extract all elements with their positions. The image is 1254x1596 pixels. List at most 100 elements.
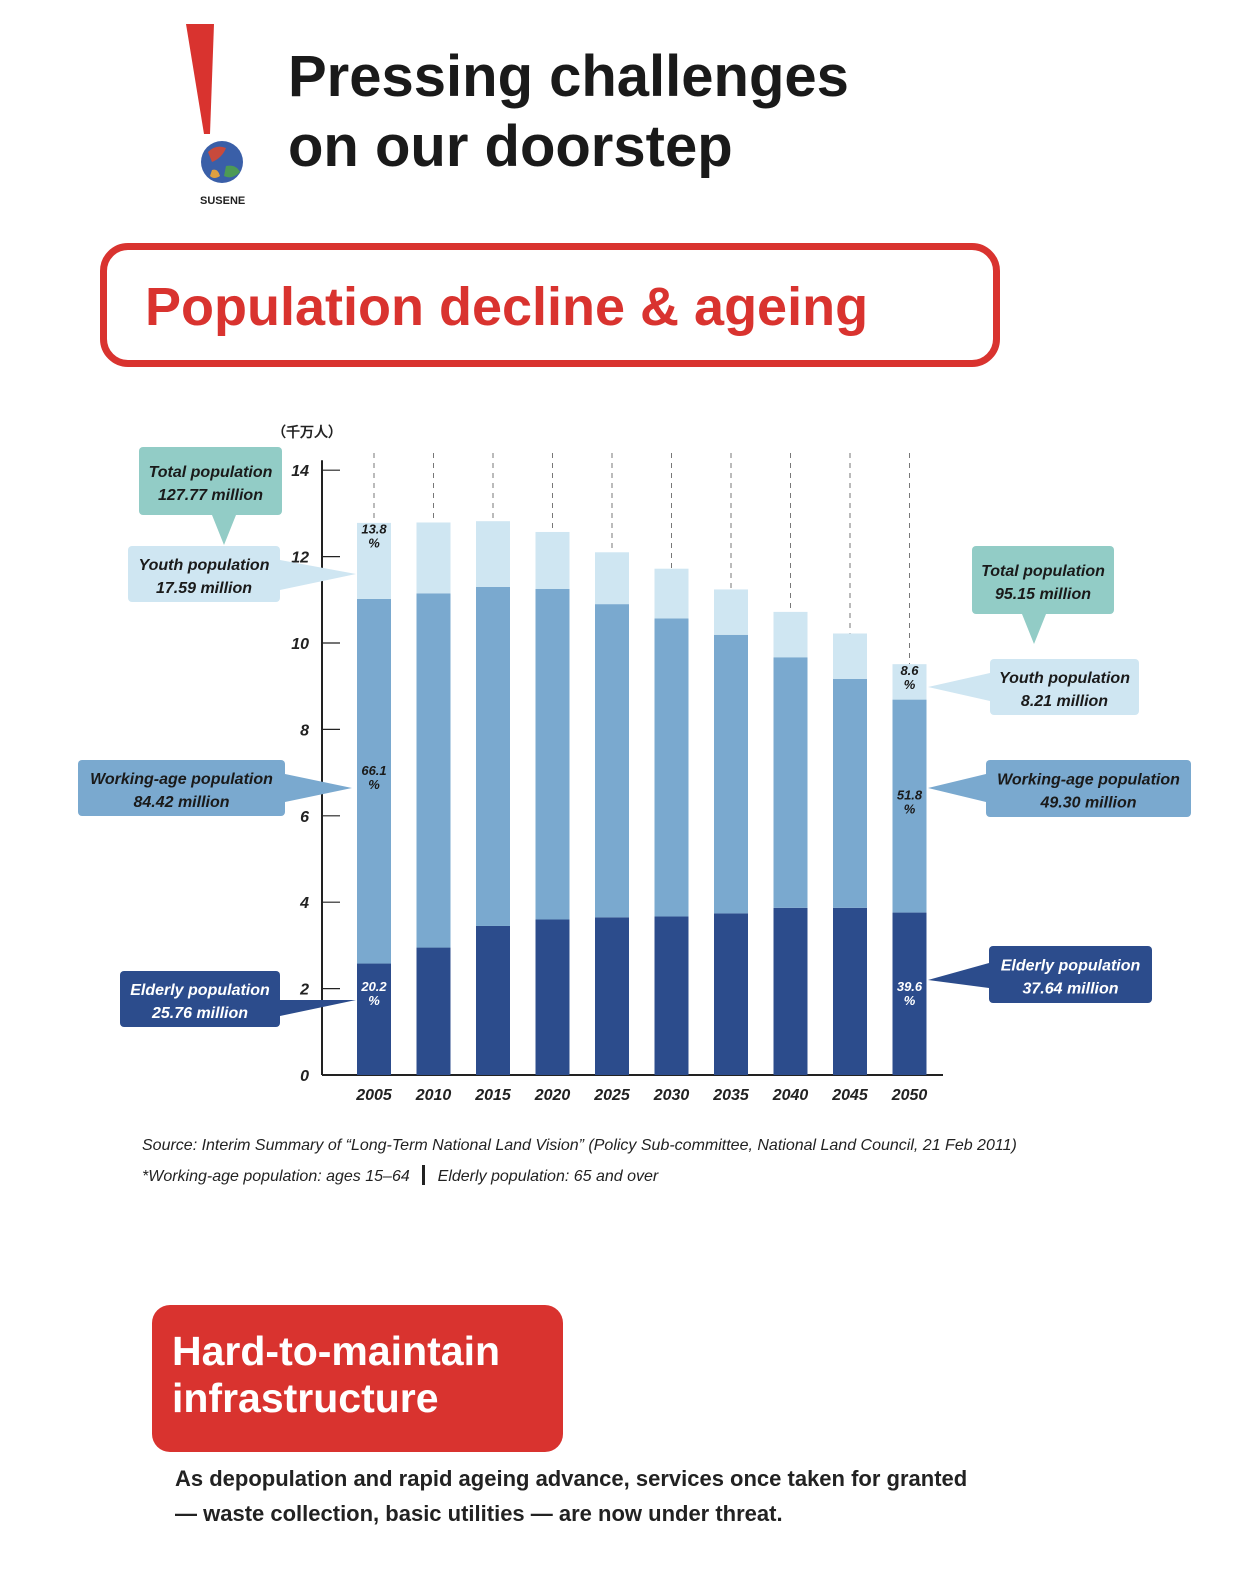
x-tick-label-2025: 2025 <box>593 1087 631 1104</box>
x-tick-label-2040: 2040 <box>772 1087 809 1104</box>
x-tick-label-2030: 2030 <box>653 1087 690 1104</box>
bar-youth-2005 <box>357 522 391 599</box>
bar-percent-elderly-2005: 20.2 <box>360 979 387 994</box>
bar-working-2020 <box>535 589 570 920</box>
logo-text: SUSENE <box>200 195 246 207</box>
x-tick-label-2010: 2010 <box>415 1087 452 1104</box>
bar-youth-2040 <box>773 611 808 658</box>
bar-percent-sign-elderly-2050: % <box>904 993 916 1008</box>
callout-left-youth-line-2: 17.59 million <box>156 580 252 597</box>
infrastructure-title-box <box>152 1305 563 1452</box>
y-tick-label-10: 10 <box>291 636 309 653</box>
bar-working-2025 <box>595 604 629 918</box>
x-tick-label-2015: 2015 <box>474 1087 512 1104</box>
callout-left-total-line-2: 127.77 million <box>158 487 263 504</box>
callout-left-elderly-pointer <box>280 1000 356 1016</box>
callout-left-youth-line-1: Youth population <box>139 557 270 574</box>
callout-right-total-line-1: Total population <box>981 563 1105 580</box>
y-tick-label-12: 12 <box>291 550 309 567</box>
section-title: Population decline & ageing <box>145 277 869 337</box>
bar-youth-2035 <box>714 589 748 635</box>
y-tick-label-8: 8 <box>300 722 309 739</box>
bar-working-2045 <box>833 678 867 908</box>
callout-right-youth-pointer <box>928 673 990 701</box>
callout-right-total-pointer <box>1022 614 1046 644</box>
bar-elderly-2015 <box>476 925 510 1075</box>
y-tick-label-2: 2 <box>299 982 309 999</box>
callout-left-youth-pointer <box>280 560 356 590</box>
x-tick-label-2005: 2005 <box>355 1087 393 1104</box>
page-title: Pressing challenges on our doorstep <box>288 42 849 182</box>
bar-elderly-2035 <box>714 913 748 1075</box>
callout-right-working-pointer <box>928 774 986 802</box>
callout-left-working-line-2: 84.42 million <box>133 794 229 811</box>
bar-youth-2015 <box>476 521 510 587</box>
bar-working-2015 <box>476 586 510 926</box>
population-chart: （千万人） 0 2 4 6 8 10 12 14 2005 2010 2015 2020 2025 2030… <box>78 424 1191 1104</box>
callout-right-youth-line-1: Youth population <box>999 670 1130 687</box>
infrastructure-body-line-2: — waste collection, basic utilities — ar… <box>175 1501 783 1526</box>
bar-percent-sign-youth-2050: % <box>904 677 916 692</box>
bar-elderly-2045 <box>833 907 867 1075</box>
x-tick-label-2020: 2020 <box>534 1087 571 1104</box>
bar-percent-working-2050: 51.8 <box>897 788 923 803</box>
bar-working-2040 <box>773 657 808 908</box>
bar-youth-2050 <box>892 664 927 700</box>
bar-youth-2045 <box>833 633 867 679</box>
definitions-separator <box>422 1165 426 1185</box>
bar-youth-2010 <box>416 522 451 594</box>
bar-working-2035 <box>714 634 748 914</box>
x-tick-label-2045: 2045 <box>831 1087 869 1104</box>
callout-right-elderly-line-1: Elderly population <box>1001 958 1141 975</box>
callout-right-working-line-2: 49.30 million <box>1039 795 1136 812</box>
callout-right-elderly-pointer <box>928 963 989 988</box>
infrastructure-body-line-1: As depopulation and rapid ageing advance… <box>175 1466 968 1491</box>
bar-elderly-2030 <box>654 916 689 1075</box>
infrastructure-title-line-1: Hard-to-maintain <box>172 1328 500 1374</box>
y-tick-label-6: 6 <box>300 809 309 826</box>
bar-percent-youth-2005: 13.8 <box>361 522 387 537</box>
y-axis-unit-label: （千万人） <box>272 424 342 440</box>
callout-right-youth-box <box>990 659 1139 715</box>
infrastructure-title-line-2: infrastructure <box>172 1375 439 1421</box>
callout-right-working-line-1: Working-age population <box>997 772 1180 789</box>
bar-percent-working-2005: 66.1 <box>361 763 386 778</box>
definitions-note: *Working-age population: ages 15–64 Elde… <box>142 1165 658 1186</box>
callout-left-elderly-line-1: Elderly population <box>130 982 270 999</box>
y-tick-label-4: 4 <box>299 895 309 912</box>
source-note: Source: Interim Summary of “Long-Term Na… <box>142 1137 1017 1154</box>
bar-working-2010 <box>416 593 451 948</box>
bar-percent-sign-elderly-2005: % <box>368 993 380 1008</box>
bar-youth-2020 <box>535 531 570 589</box>
bar-working-2050 <box>892 699 927 913</box>
exclamation-globe-logo <box>186 24 243 183</box>
callout-left-youth-box <box>128 546 280 602</box>
definitions-working-age: *Working-age population: ages 15–64 <box>142 1168 410 1185</box>
callout-right-working-box <box>986 760 1191 817</box>
bar-elderly-2010 <box>416 947 451 1075</box>
callout-right-youth-line-2: 8.21 million <box>1021 693 1108 710</box>
bar-elderly-2005 <box>357 963 391 1075</box>
bar-percent-sign-working-2005: % <box>368 777 380 792</box>
bar-percent-youth-2050: 8.6 <box>900 663 919 678</box>
callout-left-working-box <box>78 760 285 816</box>
callout-left-working-line-1: Working-age population <box>90 771 273 788</box>
bar-working-2030 <box>654 618 689 917</box>
callout-left-total-pointer <box>212 515 236 545</box>
x-tick-label-2050: 2050 <box>891 1087 928 1104</box>
y-tick-label-14: 14 <box>291 463 309 480</box>
page-title-line-1: Pressing challenges <box>288 44 849 109</box>
callout-right-elderly-line-2: 37.64 million <box>1022 981 1118 998</box>
callout-right-total-line-2: 95.15 million <box>995 586 1091 603</box>
infrastructure-title: Hard-to-maintain infrastructure <box>172 1328 500 1422</box>
x-tick-label-2035: 2035 <box>712 1087 750 1104</box>
page-title-line-2: on our doorstep <box>288 114 733 179</box>
definitions-elderly: Elderly population: 65 and over <box>437 1168 659 1185</box>
callout-left-working-pointer <box>285 774 352 802</box>
callout-left-elderly-line-2: 25.76 million <box>151 1005 248 1022</box>
bar-youth-2030 <box>654 568 689 619</box>
bar-youth-2025 <box>595 552 629 605</box>
section-title-frame <box>100 243 1000 367</box>
callout-right-elderly-box <box>989 946 1152 1003</box>
callout-left-total-line-1: Total population <box>149 464 273 481</box>
